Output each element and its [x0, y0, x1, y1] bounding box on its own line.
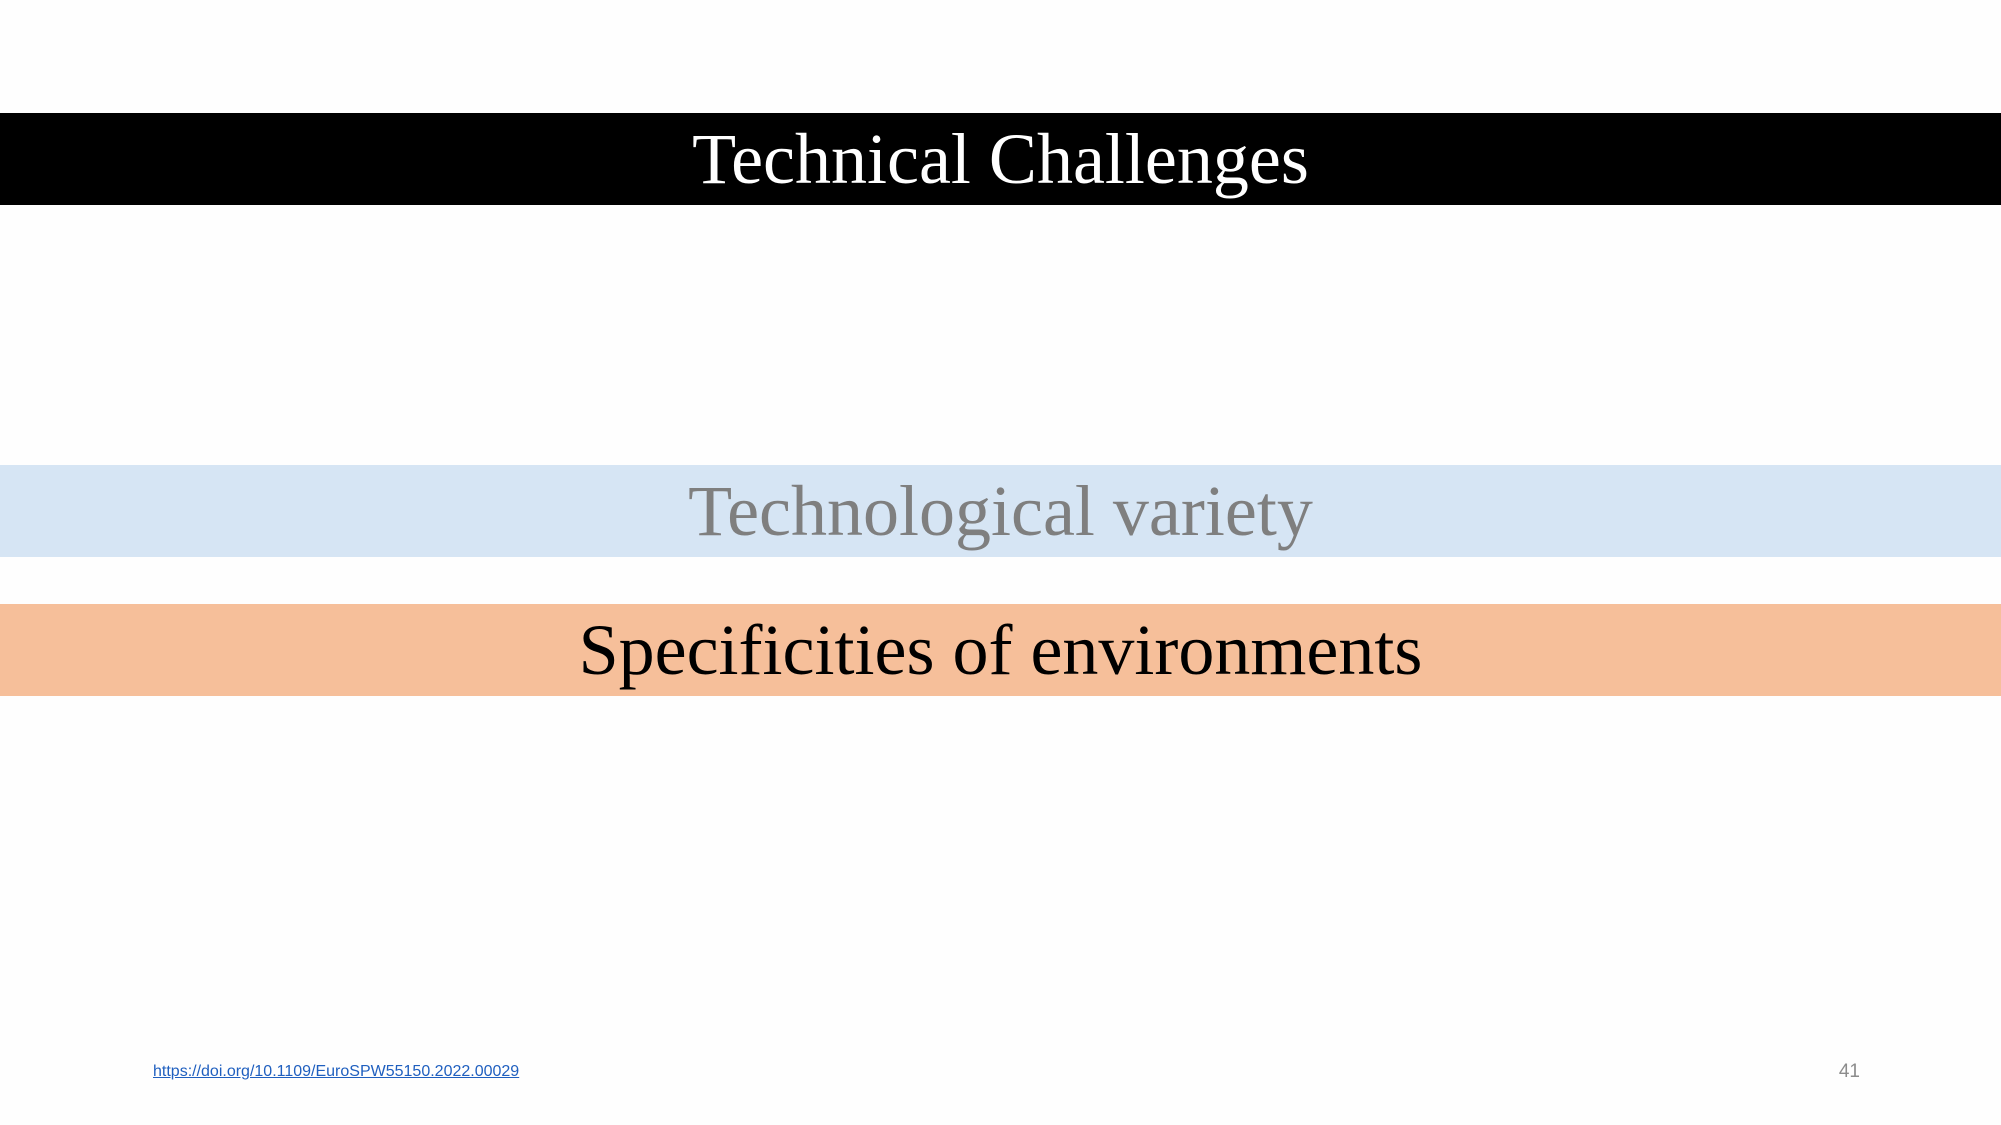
title-band: Technical Challenges	[0, 113, 2001, 205]
slide-title: Technical Challenges	[692, 119, 1309, 199]
item-label-technological-variety: Technological variety	[688, 471, 1313, 551]
item-label-specificities-of-environments: Specificities of environments	[578, 610, 1423, 690]
item-band-specificities-of-environments: Specificities of environments	[0, 604, 2001, 696]
doi-link[interactable]: https://doi.org/10.1109/EuroSPW55150.202…	[153, 1063, 520, 1080]
page-number: 41	[1838, 1061, 1860, 1082]
item-band-technological-variety: Technological variety	[0, 465, 2001, 557]
